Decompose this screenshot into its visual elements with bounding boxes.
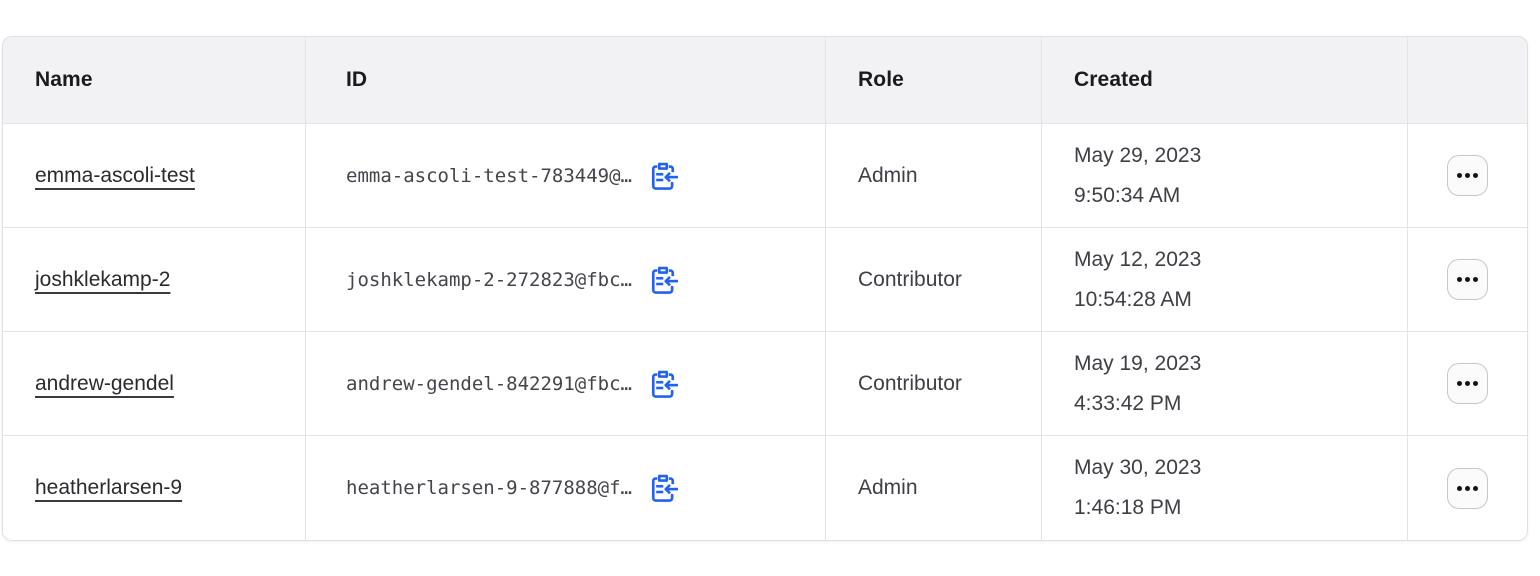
- user-id-text: heatherlarsen-9-877888@f…: [346, 477, 632, 499]
- created-date-text: May 19, 2023: [1074, 351, 1202, 375]
- column-header-role: Role: [826, 37, 1042, 124]
- column-header-created: Created: [1042, 37, 1408, 124]
- users-table: Name ID Role Created emma-ascoli-test em…: [2, 36, 1528, 541]
- table-row-actions-cell: [1408, 332, 1527, 436]
- ellipsis-horizontal-icon: [1457, 173, 1478, 178]
- table-row-created-cell: May 12, 2023 10:54:28 AM: [1042, 228, 1408, 332]
- clipboard-arrow-left-icon: [648, 265, 678, 295]
- user-name-link[interactable]: emma-ascoli-test: [35, 163, 195, 187]
- table-row-name-cell: andrew-gendel: [3, 332, 306, 436]
- table-row-name-cell: heatherlarsen-9: [3, 436, 306, 540]
- copy-id-button[interactable]: [647, 160, 679, 192]
- copy-id-button[interactable]: [647, 472, 679, 504]
- created-date-text: May 30, 2023: [1074, 456, 1202, 479]
- table-row-role-cell: Admin: [826, 436, 1042, 540]
- column-header-name: Name: [3, 37, 306, 124]
- copy-id-button[interactable]: [647, 368, 679, 400]
- user-name-link[interactable]: heatherlarsen-9: [35, 476, 183, 499]
- created-time-text: 1:46:18 PM: [1074, 496, 1182, 519]
- user-name-link[interactable]: joshklekamp-2: [35, 267, 171, 291]
- table-row-name-cell: emma-ascoli-test: [3, 124, 306, 228]
- clipboard-arrow-left-icon: [648, 473, 678, 503]
- column-header-id: ID: [306, 37, 826, 124]
- table-row-created-cell: May 19, 2023 4:33:42 PM: [1042, 332, 1408, 436]
- copy-id-button[interactable]: [647, 264, 679, 296]
- column-header-label: Created: [1074, 68, 1153, 91]
- row-actions-button[interactable]: [1447, 467, 1488, 509]
- created-time-text: 10:54:28 AM: [1074, 287, 1192, 311]
- created-time-text: 4:33:42 PM: [1074, 391, 1182, 415]
- table-row-id-cell: andrew-gendel-842291@fbc…: [306, 332, 826, 436]
- table-row-role-cell: Contributor: [826, 228, 1042, 332]
- table-row-actions-cell: [1408, 124, 1527, 228]
- table-row-actions-cell: [1408, 228, 1527, 332]
- ellipsis-horizontal-icon: [1457, 277, 1478, 282]
- column-header-label: ID: [346, 68, 368, 91]
- clipboard-arrow-left-icon: [648, 369, 678, 399]
- ellipsis-horizontal-icon: [1457, 485, 1478, 491]
- user-role-text: Admin: [858, 163, 918, 187]
- user-name-link[interactable]: andrew-gendel: [35, 371, 174, 395]
- ellipsis-horizontal-icon: [1457, 381, 1478, 386]
- column-header-label: Role: [858, 68, 904, 91]
- table-row-role-cell: Admin: [826, 124, 1042, 228]
- row-actions-button[interactable]: [1447, 259, 1488, 300]
- column-header-actions: [1408, 37, 1527, 124]
- table-row-id-cell: heatherlarsen-9-877888@f…: [306, 436, 826, 540]
- table-row-actions-cell: [1408, 436, 1527, 540]
- column-header-label: Name: [35, 68, 93, 91]
- user-role-text: Contributor: [858, 371, 962, 395]
- user-role-text: Admin: [858, 476, 918, 499]
- table-row-name-cell: joshklekamp-2: [3, 228, 306, 332]
- user-role-text: Contributor: [858, 267, 962, 291]
- user-id-text: joshklekamp-2-272823@fbc…: [346, 268, 632, 291]
- row-actions-button[interactable]: [1447, 363, 1488, 404]
- table-row-id-cell: emma-ascoli-test-783449@…: [306, 124, 826, 228]
- row-actions-button[interactable]: [1447, 155, 1488, 196]
- table-row-created-cell: May 30, 2023 1:46:18 PM: [1042, 436, 1408, 540]
- created-date-text: May 29, 2023: [1074, 143, 1202, 167]
- created-time-text: 9:50:34 AM: [1074, 183, 1181, 207]
- created-date-text: May 12, 2023: [1074, 247, 1202, 271]
- user-id-text: emma-ascoli-test-783449@…: [346, 164, 632, 187]
- table-row-id-cell: joshklekamp-2-272823@fbc…: [306, 228, 826, 332]
- table-row-role-cell: Contributor: [826, 332, 1042, 436]
- user-id-text: andrew-gendel-842291@fbc…: [346, 372, 632, 395]
- clipboard-arrow-left-icon: [648, 161, 678, 191]
- table-row-created-cell: May 29, 2023 9:50:34 AM: [1042, 124, 1408, 228]
